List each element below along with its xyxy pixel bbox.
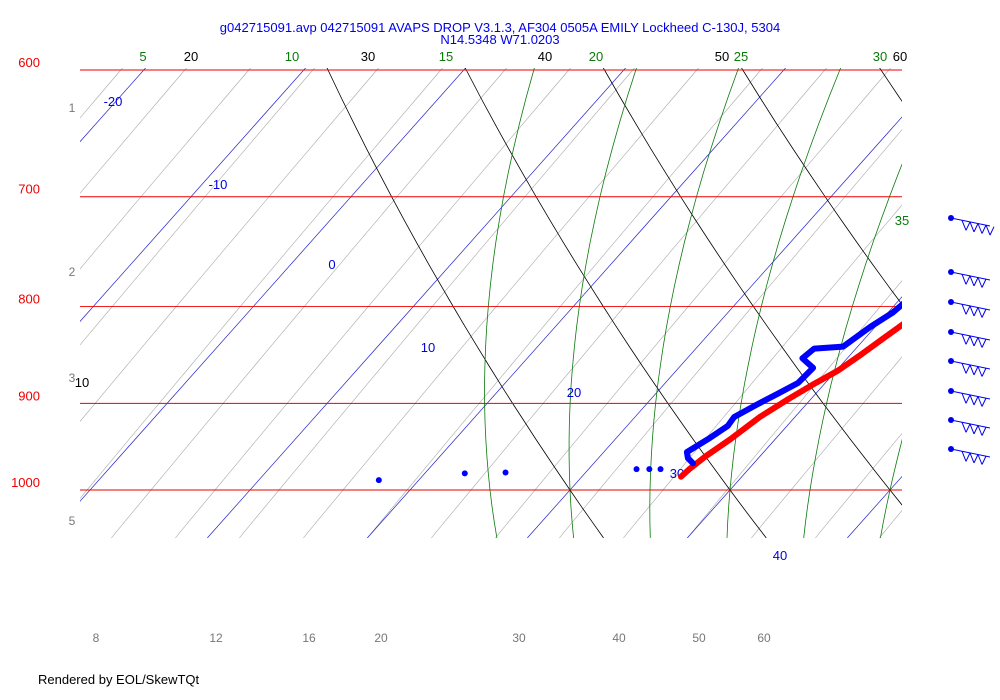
mixing-ratio-label: 8: [93, 631, 100, 645]
dry-adiabat-label: 50: [715, 49, 729, 64]
moist-adiabat-line: [568, 68, 637, 538]
dewpoint-point: [646, 466, 653, 473]
dewpoint-point: [375, 477, 382, 484]
isotherm-label: 40: [773, 548, 787, 563]
wind-barb: [948, 329, 991, 348]
height-label: 2: [69, 265, 76, 279]
mixing-ratio-line: [431, 68, 827, 539]
mixing-ratio-line: [80, 68, 187, 194]
moist-adiabat-line: [726, 68, 842, 538]
wind-barb: [948, 388, 991, 407]
mixing-ratio-line: [559, 129, 902, 539]
dry-adiabat-line: [326, 68, 604, 539]
dry-adiabat-label: 40: [538, 49, 552, 64]
mixing-ratio-label: 30: [512, 631, 526, 645]
pressure-label: 700: [18, 182, 40, 197]
dry-adiabat-line: [741, 68, 902, 306]
isotherm-label: 20: [567, 385, 581, 400]
mixing-ratio-line: [303, 68, 699, 539]
dewpoint-point: [461, 470, 468, 477]
chart-title: g042715091.avp 042715091 AVAPS DROP V3.1…: [220, 20, 780, 35]
isotherm-label: -10: [209, 177, 228, 192]
isotherm-line: [367, 68, 787, 539]
mixing-ratio-line: [687, 280, 902, 539]
isotherm-label: 0: [328, 257, 335, 272]
wind-barb: [948, 215, 995, 236]
mixing-ratio-line: [623, 204, 902, 539]
mixing-ratio-label: 40: [612, 631, 626, 645]
mixing-ratio-label: 16: [302, 631, 316, 645]
mixing-ratio-line: [80, 68, 315, 346]
dewpoint-point: [502, 469, 509, 476]
height-label: 1: [69, 101, 76, 115]
isotherm-label: 10: [421, 340, 435, 355]
isotherm-label: -20: [104, 94, 123, 109]
dewpoint-point: [633, 466, 640, 473]
isotherm-line: [80, 68, 467, 502]
mixing-ratio-line: [495, 68, 891, 539]
mixing-ratio-line: [943, 13, 1000, 538]
moist-adiabat-label: 20: [589, 49, 603, 64]
mixing-ratio-line: [751, 356, 902, 539]
height-label: 5: [69, 514, 76, 528]
mixing-ratio-label: 60: [757, 631, 771, 645]
moist-adiabat-line: [803, 163, 902, 538]
wind-barb: [948, 417, 991, 436]
mixing-ratio-label: 12: [209, 631, 223, 645]
mixing-ratio-label: 50: [692, 631, 706, 645]
wind-barb: [948, 269, 991, 288]
dry-adiabat-line: [464, 68, 767, 539]
mixing-ratio-line: [239, 68, 635, 539]
pressure-label: 1000: [11, 475, 40, 490]
dry-adiabat-line: [879, 68, 902, 102]
temperature-point: [927, 194, 933, 200]
dry-adiabat-label: 10: [75, 375, 89, 390]
dry-adiabat-label: 30: [361, 49, 375, 64]
wind-barb: [948, 358, 991, 377]
dry-adiabat-label: 60: [893, 49, 907, 64]
isotherm-line: [527, 116, 902, 539]
moist-adiabat-label: 25: [734, 49, 748, 64]
temperature-profile: [678, 321, 902, 480]
wind-barb: [948, 299, 991, 318]
moist-adiabat-label: 10: [285, 49, 299, 64]
isotherm-line: [80, 68, 147, 143]
footer-text: Rendered by EOL/SkewTQt: [38, 672, 200, 687]
chart-subtitle: N14.5348 W71.0203: [440, 32, 559, 47]
moist-adiabat-line: [880, 438, 902, 538]
moist-adiabat-label: 35: [895, 213, 909, 228]
mixing-ratio-line: [80, 68, 379, 422]
moist-adiabat-label: 15: [439, 49, 453, 64]
mixing-ratio-line: [175, 68, 571, 539]
mixing-ratio-line: [111, 68, 507, 539]
mixing-ratio-line: [367, 68, 763, 539]
pressure-label: 900: [18, 388, 40, 403]
dry-adiabat-line: [602, 68, 902, 506]
isotherm-line: [207, 68, 627, 539]
moist-adiabat-label: 30: [873, 49, 887, 64]
mixing-ratio-line: [80, 68, 123, 119]
moist-adiabat-label: 5: [139, 49, 146, 64]
height-label: 3: [69, 371, 76, 385]
mixing-ratio-line: [80, 68, 251, 270]
mixing-ratio-label: 20: [374, 631, 388, 645]
mixing-ratio-line: [80, 68, 443, 499]
mixing-ratio-line: [815, 432, 902, 539]
dewpoint-point: [657, 466, 664, 473]
pressure-label: 600: [18, 55, 40, 70]
isotherm-line: [80, 68, 307, 322]
moist-adiabat-line: [957, 13, 1000, 538]
moist-adiabat-line: [484, 68, 535, 538]
dry-adiabat-line: [980, 13, 1000, 538]
dry-adiabat-label: 20: [184, 49, 198, 64]
wind-barb: [948, 446, 991, 465]
pressure-label: 800: [18, 292, 40, 307]
isotherm-line: [687, 296, 902, 539]
dewpoint-profile: [683, 300, 902, 467]
